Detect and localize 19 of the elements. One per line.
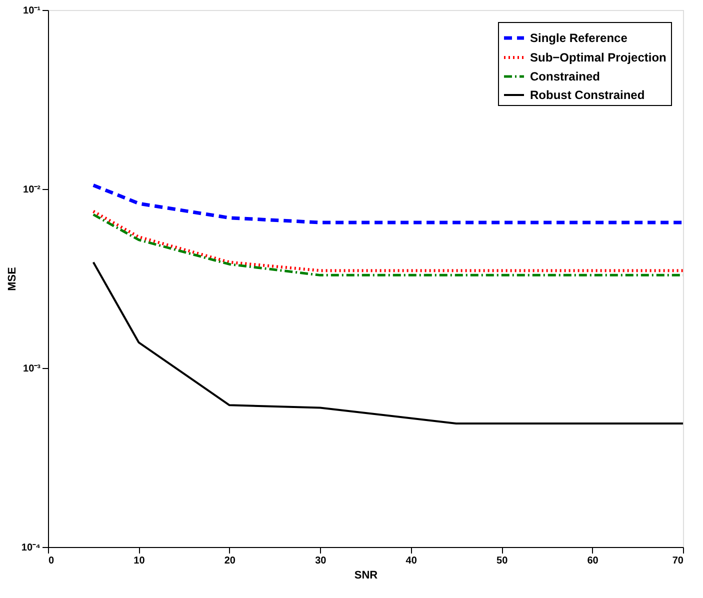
x-tick-label: 30	[315, 556, 327, 566]
legend-label: Constrained	[530, 70, 600, 84]
legend-label: Sub−Optimal Projection	[530, 50, 666, 64]
x-tick-label: 40	[406, 556, 418, 566]
x-tick-label: 70	[672, 556, 684, 566]
x-tick-label: 0	[48, 556, 54, 566]
y-tick-label: 10⁻⁴	[21, 542, 41, 554]
y-tick-label: 10⁻³	[23, 364, 42, 374]
y-axis-title: MSE	[6, 267, 18, 291]
legend-label: Single Reference	[530, 31, 628, 45]
line-series	[92, 261, 684, 424]
x-axis-title: SNR	[354, 570, 378, 582]
x-tick-label: 20	[224, 556, 236, 566]
x-tick-label: 50	[496, 556, 508, 566]
y-tick-label: 10⁻¹	[23, 6, 42, 16]
y-tick-label: 10⁻²	[23, 184, 42, 196]
x-tick-label: 10	[134, 556, 146, 566]
legend-label: Robust Constrained	[530, 88, 645, 102]
x-tick-label: 60	[587, 556, 599, 566]
